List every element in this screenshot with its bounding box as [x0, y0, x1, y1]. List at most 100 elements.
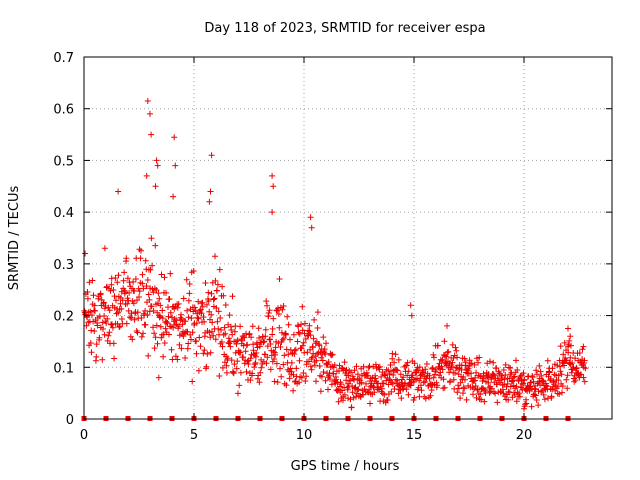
data-point [136, 294, 142, 300]
data-point [174, 356, 181, 363]
data-point [275, 305, 281, 312]
data-point [302, 336, 309, 342]
data-point [82, 250, 89, 257]
data-point [403, 386, 410, 393]
data-point [514, 367, 521, 373]
data-point [196, 334, 203, 341]
y-tick-label: 0.4 [53, 206, 74, 221]
data-point [271, 378, 278, 385]
data-point [266, 307, 273, 314]
data-point [360, 363, 367, 370]
data-point [473, 394, 480, 401]
data-point [208, 311, 215, 318]
data-point [137, 255, 144, 262]
data-point [314, 351, 321, 357]
data-point [229, 331, 236, 338]
data-point [376, 363, 383, 370]
data-point [210, 296, 217, 303]
data-point [140, 330, 146, 337]
data-point [422, 395, 429, 402]
data-point [560, 351, 567, 358]
data-point [280, 303, 287, 309]
data-point [556, 391, 563, 397]
data-point [136, 288, 143, 295]
data-point [301, 330, 308, 337]
data-point [420, 369, 427, 376]
data-point [447, 378, 454, 385]
data-point [548, 393, 555, 400]
data-point [260, 339, 267, 346]
data-point [405, 391, 412, 398]
y-tick-label: 0.6 [53, 103, 74, 118]
data-point [162, 325, 169, 332]
data-point [449, 341, 456, 348]
data-point [386, 376, 393, 383]
data-point [434, 382, 441, 389]
data-point [270, 183, 277, 190]
data-point [434, 342, 441, 349]
data-point [165, 313, 172, 320]
data-point [298, 321, 305, 328]
data-point [144, 98, 151, 104]
data-point [101, 313, 108, 319]
data-point [296, 379, 303, 386]
data-point [481, 398, 488, 405]
data-point [363, 380, 369, 387]
data-point [257, 369, 264, 376]
data-point [486, 389, 493, 396]
data-point [443, 353, 450, 360]
data-point [487, 358, 493, 365]
x-tick-label: 5 [190, 428, 198, 443]
data-point [280, 361, 287, 368]
data-point [354, 371, 361, 378]
data-point [139, 280, 146, 287]
y-tick-label: 0.1 [53, 361, 74, 376]
data-point [293, 365, 300, 372]
data-point [283, 382, 290, 389]
data-point [324, 361, 331, 368]
data-point [353, 363, 360, 370]
data-point [216, 373, 223, 379]
data-point [303, 373, 310, 380]
chart-title: Day 118 of 2023, SRMTID for receiver esp… [204, 21, 485, 36]
data-point [89, 277, 96, 284]
data-point [351, 367, 358, 374]
data-point [429, 365, 436, 372]
data-point [488, 385, 495, 392]
y-tick-label: 0.3 [53, 258, 74, 273]
data-point [379, 390, 386, 397]
data-point [227, 343, 234, 350]
data-point [214, 318, 221, 325]
data-point [133, 328, 140, 334]
data-point [298, 374, 305, 381]
data-point [188, 336, 194, 343]
data-point [269, 358, 276, 365]
data-point [307, 332, 314, 339]
data-point [309, 354, 316, 361]
data-point [172, 162, 179, 169]
data-point [576, 350, 583, 356]
data-point [155, 290, 162, 297]
data-point [184, 307, 191, 314]
data-point [207, 334, 214, 341]
data-point [249, 323, 256, 330]
data-point [309, 344, 316, 351]
data-point [253, 350, 260, 356]
data-point [439, 356, 446, 363]
data-point [231, 328, 238, 335]
data-point [129, 336, 136, 343]
data-point [325, 386, 331, 393]
data-point [246, 330, 253, 337]
data-point [153, 157, 160, 164]
data-point [233, 340, 240, 347]
data-point [111, 355, 118, 362]
data-point [84, 289, 91, 295]
data-point [521, 376, 528, 383]
data-point [189, 329, 196, 336]
data-point [333, 376, 340, 383]
data-point [430, 374, 437, 381]
data-point [405, 368, 412, 375]
data-point [476, 354, 483, 361]
data-point [475, 359, 481, 366]
data-point [138, 315, 145, 321]
